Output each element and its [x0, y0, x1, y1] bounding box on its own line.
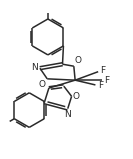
Text: F: F — [98, 81, 103, 90]
Text: N: N — [64, 110, 70, 119]
Text: O: O — [75, 56, 82, 65]
Text: O: O — [73, 92, 80, 101]
Text: F: F — [104, 76, 110, 85]
Text: O: O — [39, 80, 46, 89]
Text: F: F — [100, 66, 106, 75]
Text: N: N — [32, 63, 38, 73]
